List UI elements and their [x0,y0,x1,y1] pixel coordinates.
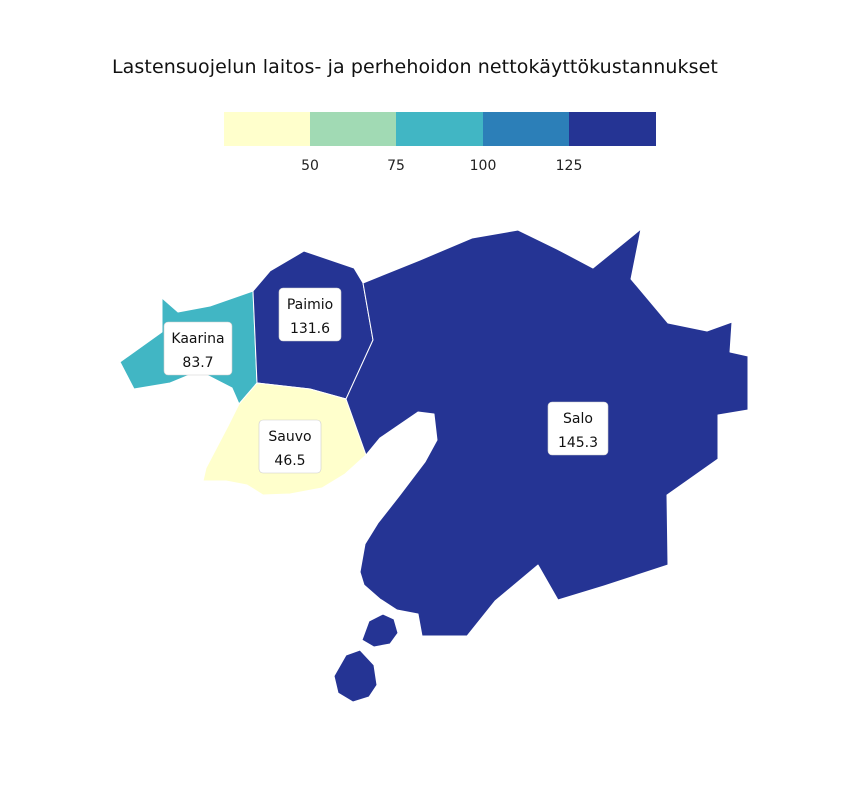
label-box [547,401,609,456]
region-value: 46.5 [274,453,305,469]
map-regions [119,228,749,703]
region-value: 83.7 [182,355,213,371]
region-name: Salo [563,411,593,427]
map-labels: Kaarina 83.7 Paimio 131.6 Sauvo 46.5 Sal… [163,287,609,474]
label-box [278,287,342,342]
legend-tick-label: 75 [387,158,405,174]
legend-tick-label: 125 [556,158,583,174]
region-name: Kaarina [171,331,224,347]
legend-swatch-1 [224,112,311,146]
legend-tick-label: 50 [301,158,319,174]
map-title: Lastensuojelun laitos- ja perhehoidon ne… [111,56,718,78]
legend: 50 75 100 125 [224,112,656,174]
legend-swatch-2 [310,112,397,146]
region-name: Paimio [287,297,333,313]
region-salo[interactable] [345,228,749,637]
label-box [258,419,322,474]
label-salo: Salo 145.3 [547,401,609,456]
region-value: 131.6 [290,321,330,337]
region-value: 145.3 [558,435,598,451]
label-kaarina: Kaarina 83.7 [163,321,233,376]
legend-swatch-3 [396,112,483,146]
label-box [163,321,233,376]
region-salo-island[interactable] [361,613,399,648]
legend-swatch-5 [569,112,656,146]
label-sauvo: Sauvo 46.5 [258,419,322,474]
label-paimio: Paimio 131.6 [278,287,342,342]
legend-tick-label: 100 [470,158,497,174]
legend-swatch-4 [483,112,570,146]
region-salo-island[interactable] [333,649,378,703]
region-name: Sauvo [268,429,311,445]
